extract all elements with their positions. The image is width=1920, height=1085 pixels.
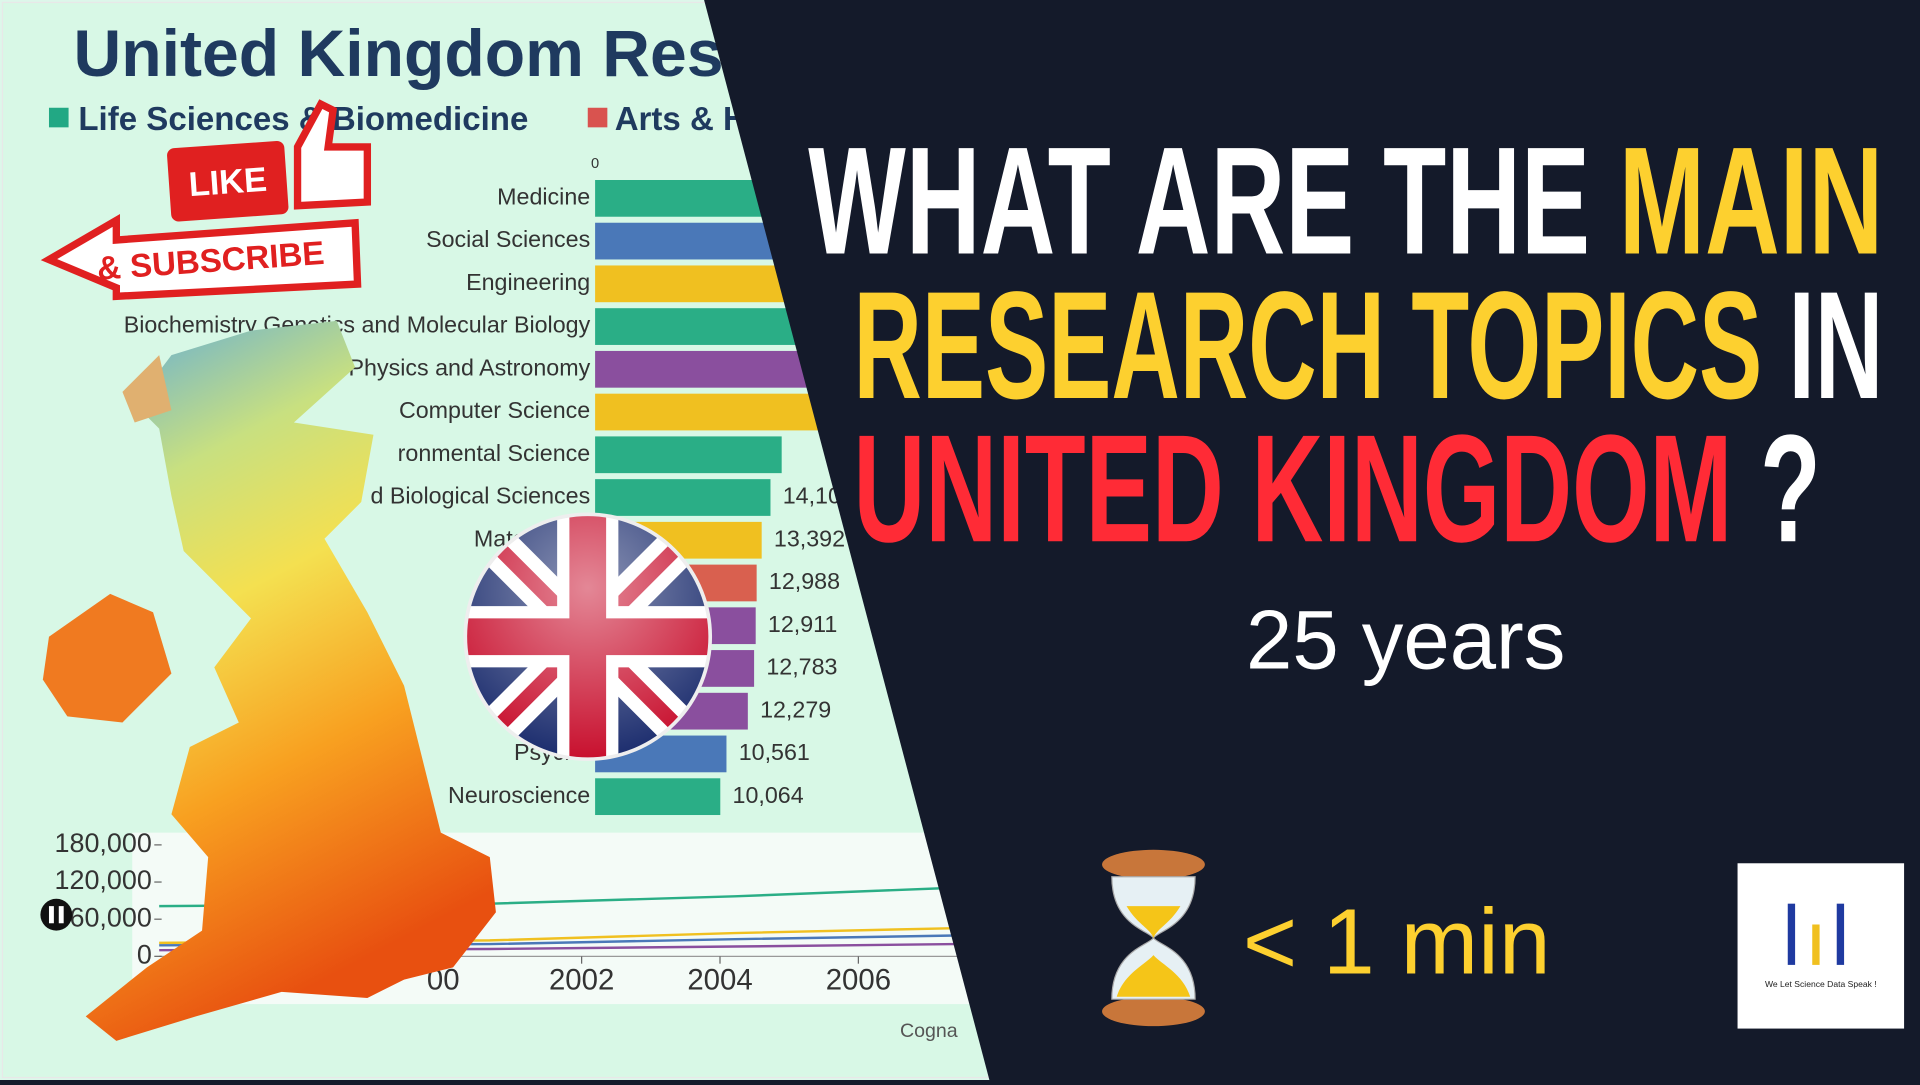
legend-swatch	[48, 107, 69, 128]
duration: < 1 min	[1243, 889, 1551, 993]
dark-panel	[704, 0, 1920, 1080]
category-label: Medicine	[497, 184, 590, 210]
x-tick-label: 2002	[549, 963, 614, 996]
headline-line: UNITED KINGDOM ?	[853, 403, 1820, 574]
y-tick-label: 180,000	[55, 828, 152, 858]
headline-segment: MAIN	[1619, 115, 1883, 286]
category-label: ronmental Science	[398, 440, 591, 466]
category-label: Physics and Astronomy	[349, 354, 591, 380]
value-label: 12,988	[769, 568, 840, 594]
category-label: Neuroscience	[448, 782, 590, 808]
legend-swatch	[587, 107, 608, 128]
y-tick-label: 60,000	[69, 902, 151, 932]
value-label: 10,064	[733, 782, 804, 808]
flag-rim	[463, 512, 713, 762]
y-tick-label: 0	[137, 939, 152, 969]
headline-line: WHAT ARE THE MAIN	[808, 115, 1883, 286]
value-label: 13,392	[774, 525, 845, 551]
x-tick-label: 0	[591, 156, 599, 172]
category-label: d Biological Sciences	[370, 483, 590, 509]
pause-icon	[48, 906, 54, 924]
logo-caption: We Let Science Data Speak !	[1765, 979, 1877, 989]
value-label: 12,783	[766, 654, 837, 680]
value-label: 12,279	[760, 696, 831, 722]
logo-bar	[1787, 903, 1796, 965]
logo	[1737, 863, 1905, 1029]
category-label: Social Sciences	[426, 226, 590, 252]
pause-button[interactable]	[40, 898, 73, 931]
value-label: 12,911	[768, 611, 837, 637]
logo-bar	[1836, 903, 1845, 965]
bar	[595, 778, 721, 816]
bar	[595, 479, 771, 516]
hourglass	[1102, 849, 1205, 1027]
category-label: Engineering	[466, 269, 590, 295]
headline-segment: RESEARCH TOPICS	[853, 260, 1762, 431]
subtitle: 25 years	[1246, 594, 1565, 687]
value-label: 14,10	[783, 483, 841, 509]
pause-icon	[58, 906, 64, 924]
like-label: LIKE	[188, 161, 269, 204]
value-label: 10,561	[739, 739, 810, 765]
like-subscribe-badge: LIKE & SUBSCRIBE	[40, 99, 372, 301]
uk-flag	[465, 514, 711, 760]
headline-line: RESEARCH TOPICS IN	[853, 260, 1883, 431]
watermark: Cogna	[900, 1020, 958, 1042]
category-label: Biochemistry Genetics and Molecular Biol…	[124, 312, 591, 338]
uk-map	[42, 320, 496, 1041]
chart-title: United Kingdom Rese	[73, 17, 760, 91]
y-tick-label: 120,000	[55, 865, 152, 895]
headline-segment: IN	[1762, 260, 1883, 431]
headline-segment: WHAT ARE THE	[808, 115, 1619, 286]
category-label: Computer Science	[399, 397, 590, 423]
x-tick-label: 2006	[826, 963, 891, 996]
legend-entry: Arts & H	[615, 101, 747, 138]
logo-bar	[1812, 924, 1820, 965]
headline-segment: UNITED KINGDOM	[853, 403, 1732, 574]
headline-segment: ?	[1732, 403, 1820, 574]
bar	[595, 436, 782, 474]
x-tick-label: 2004	[687, 963, 752, 996]
